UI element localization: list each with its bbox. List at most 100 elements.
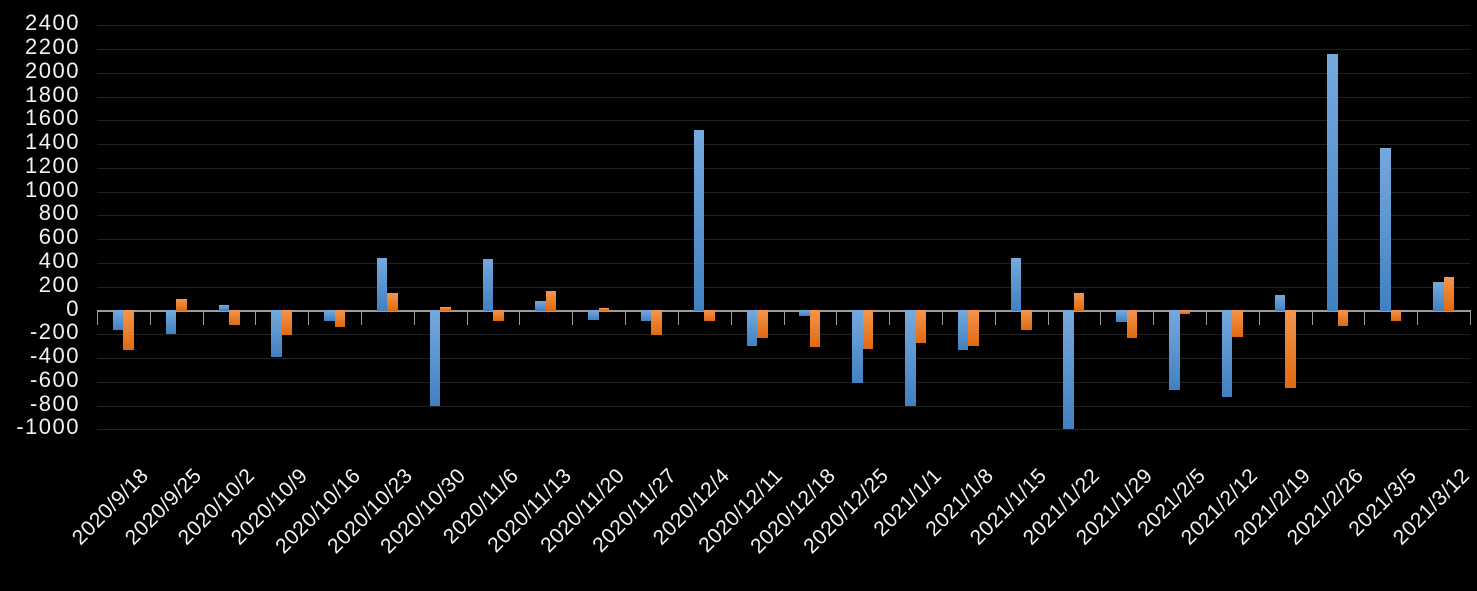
x-axis-tick [1364, 311, 1366, 325]
bar-orange[interactable] [968, 309, 979, 347]
bar-blue[interactable] [1063, 309, 1074, 430]
bar-blue[interactable] [218, 304, 230, 312]
x-axis-tick [1258, 311, 1260, 325]
bar-orange[interactable] [281, 309, 293, 336]
bar-blue[interactable] [165, 309, 177, 335]
y-axis-label: 1200 [25, 152, 80, 178]
y-axis-label: -800 [29, 390, 80, 416]
x-axis-tick [466, 311, 468, 325]
bar-blue[interactable] [429, 309, 441, 406]
x-axis-tick [361, 311, 363, 325]
bar-orange[interactable] [1179, 309, 1191, 315]
y-axis-label: 0 [66, 295, 80, 321]
bar-orange[interactable] [651, 309, 662, 336]
x-axis-tick [1311, 311, 1313, 325]
gridline [97, 429, 1470, 431]
bar-blue[interactable] [482, 259, 494, 312]
x-axis-tick [889, 311, 891, 325]
y-axis-label: 400 [38, 247, 80, 273]
bar-blue[interactable] [693, 129, 705, 312]
bar-orange[interactable] [1232, 309, 1243, 337]
bar-blue[interactable] [799, 309, 810, 317]
gridline [97, 120, 1470, 122]
y-axis-label: 1000 [25, 176, 80, 202]
bar-blue[interactable] [905, 309, 916, 406]
y-axis-label: 2400 [25, 10, 80, 36]
x-axis-tick [1417, 311, 1419, 325]
bar-blue[interactable] [957, 309, 969, 350]
bar-blue[interactable] [746, 309, 758, 347]
x-axis-tick [255, 311, 257, 325]
gridline [97, 96, 1470, 98]
bar-blue[interactable] [588, 309, 599, 320]
bar-blue[interactable] [1380, 147, 1391, 312]
y-axis-label: -1000 [16, 414, 80, 440]
y-axis-label: -200 [29, 319, 80, 345]
gridline [97, 358, 1470, 360]
gridline [97, 167, 1470, 169]
bar-orange[interactable] [1337, 309, 1349, 326]
gridline [97, 239, 1470, 241]
gridline [97, 191, 1470, 193]
bar-blue[interactable] [852, 309, 863, 383]
x-axis-tick [677, 311, 679, 325]
gridline [97, 25, 1470, 27]
bar-blue[interactable] [271, 309, 282, 357]
bar-orange[interactable] [545, 291, 557, 312]
bar-orange[interactable] [493, 309, 504, 322]
y-axis-label: 1800 [25, 81, 80, 107]
x-axis-tick [994, 311, 996, 325]
bar-orange[interactable] [598, 308, 610, 312]
bar-blue[interactable] [1221, 309, 1233, 398]
bar-orange[interactable] [757, 309, 768, 338]
x-axis-tick [519, 311, 521, 325]
x-axis-tick [1047, 311, 1049, 325]
bar-orange[interactable] [1073, 292, 1085, 312]
gridline [97, 334, 1470, 336]
x-axis-tick [730, 311, 732, 325]
bar-blue[interactable] [1169, 309, 1180, 391]
bar-blue[interactable] [1327, 53, 1338, 312]
bar-blue[interactable] [640, 309, 652, 322]
y-axis-label: 1400 [25, 129, 80, 155]
x-axis-tick [1100, 311, 1102, 325]
bar-orange[interactable] [334, 309, 346, 328]
gridline [97, 72, 1470, 74]
bar-orange[interactable] [1443, 277, 1455, 312]
x-axis-tick [1205, 311, 1207, 325]
bar-orange[interactable] [123, 309, 134, 350]
x-axis-tick [97, 311, 98, 325]
bar-orange[interactable] [704, 309, 715, 322]
y-axis-label: 600 [38, 224, 80, 250]
x-axis-tick [836, 311, 838, 325]
bar-orange[interactable] [862, 309, 874, 349]
bar-blue[interactable] [1433, 281, 1444, 312]
bar-blue[interactable] [376, 258, 388, 312]
bar-orange[interactable] [915, 309, 927, 343]
gridline [97, 49, 1470, 51]
bar-orange[interactable] [229, 309, 240, 325]
gridline [97, 381, 1470, 383]
bar-orange[interactable] [1390, 309, 1402, 322]
bar-blue[interactable] [1116, 309, 1127, 323]
bar-blue[interactable] [112, 309, 124, 330]
x-axis-tick [783, 311, 785, 325]
bar-orange[interactable] [440, 306, 451, 312]
bar-orange[interactable] [809, 309, 821, 348]
bar-orange[interactable] [1126, 309, 1138, 338]
bar-orange[interactable] [1285, 309, 1296, 388]
bar-orange[interactable] [1021, 309, 1032, 330]
bar-blue[interactable] [1010, 258, 1022, 312]
x-axis-tick [308, 311, 310, 325]
bar-orange[interactable] [387, 292, 398, 312]
y-axis-label: 200 [38, 271, 80, 297]
gridline [97, 286, 1470, 288]
bar-blue[interactable] [1274, 295, 1286, 312]
x-axis-tick [202, 311, 204, 325]
gridline [97, 215, 1470, 217]
gridline [97, 144, 1470, 146]
bar-blue[interactable] [324, 309, 335, 322]
bar-orange[interactable] [176, 298, 187, 312]
bar-blue[interactable] [535, 300, 546, 312]
